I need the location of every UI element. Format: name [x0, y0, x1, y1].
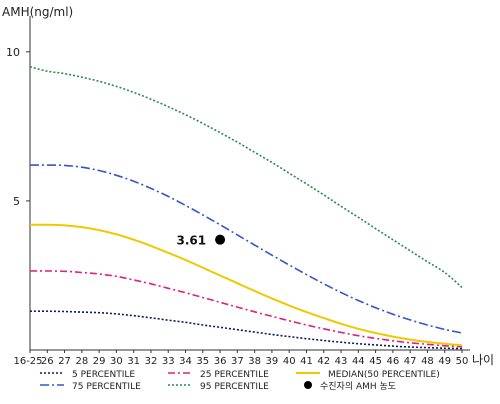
x-tick-label: 49	[438, 356, 451, 367]
x-tick-label: 27	[58, 356, 71, 367]
x-tick-label: 40	[283, 356, 296, 367]
x-tick-label: 45	[369, 356, 382, 367]
legend-item-p75-label: 75 PERCENTILE	[72, 382, 141, 392]
patient-amh-point	[215, 234, 226, 245]
x-tick-label: 41	[300, 356, 313, 367]
y-tick-label: 10	[6, 46, 20, 59]
x-tick-label: 37	[231, 356, 244, 367]
legend-item-p25-label: 25 PERCENTILE	[200, 370, 269, 380]
legend-item-patient-marker	[304, 381, 312, 389]
series-layer	[29, 65, 463, 350]
series-line-p95	[29, 65, 463, 289]
x-tick-label: 29	[93, 356, 106, 367]
y-tick-label: 5	[13, 195, 20, 208]
x-tick-label: 30	[110, 356, 123, 367]
x-tick-label: 38	[248, 356, 261, 367]
legend-item-p95-label: 95 PERCENTILE	[200, 382, 269, 392]
series-line-p25	[29, 270, 463, 348]
x-axis-label: 나이	[472, 353, 494, 367]
x-tick-label: 47	[404, 356, 417, 367]
x-tick-label: 33	[162, 356, 175, 367]
legend-item-p5-label: 5 PERCENTILE	[72, 370, 135, 380]
marker-layer: 3.61	[176, 234, 226, 248]
x-tick-label: 16-25	[13, 356, 42, 367]
x-tick-label: 46	[387, 356, 400, 367]
x-tick-label: 26	[41, 356, 54, 367]
x-tick-label: 48	[421, 356, 434, 367]
x-tick-label: 34	[179, 356, 192, 367]
y-axis-label: AMH(ng/ml)	[2, 5, 73, 19]
x-tick-label: 36	[214, 356, 227, 367]
series-line-p75	[30, 164, 463, 334]
series-line-median	[29, 223, 463, 347]
x-tick-label: 28	[75, 356, 88, 367]
legend: 5 PERCENTILE 25 PERCENTILE MEDIAN(50 PERCE…	[40, 370, 440, 392]
patient-amh-data-label: 3.61	[176, 234, 206, 248]
legend-item-median-label: MEDIAN(50 PERCENTILE)	[328, 370, 440, 380]
x-tick-label: 50	[456, 356, 469, 367]
x-tick-label: 35	[196, 356, 209, 367]
legend-item-patient-label: 수진자의 AMH 농도	[320, 381, 396, 392]
x-tick-label: 43	[335, 356, 348, 367]
series-line-p5	[30, 310, 463, 350]
x-tick-label: 31	[127, 356, 140, 367]
x-tick-label: 32	[145, 356, 158, 367]
x-tick-label: 39	[266, 356, 279, 367]
x-tick-label: 44	[352, 356, 365, 367]
x-tick-label: 42	[317, 356, 330, 367]
